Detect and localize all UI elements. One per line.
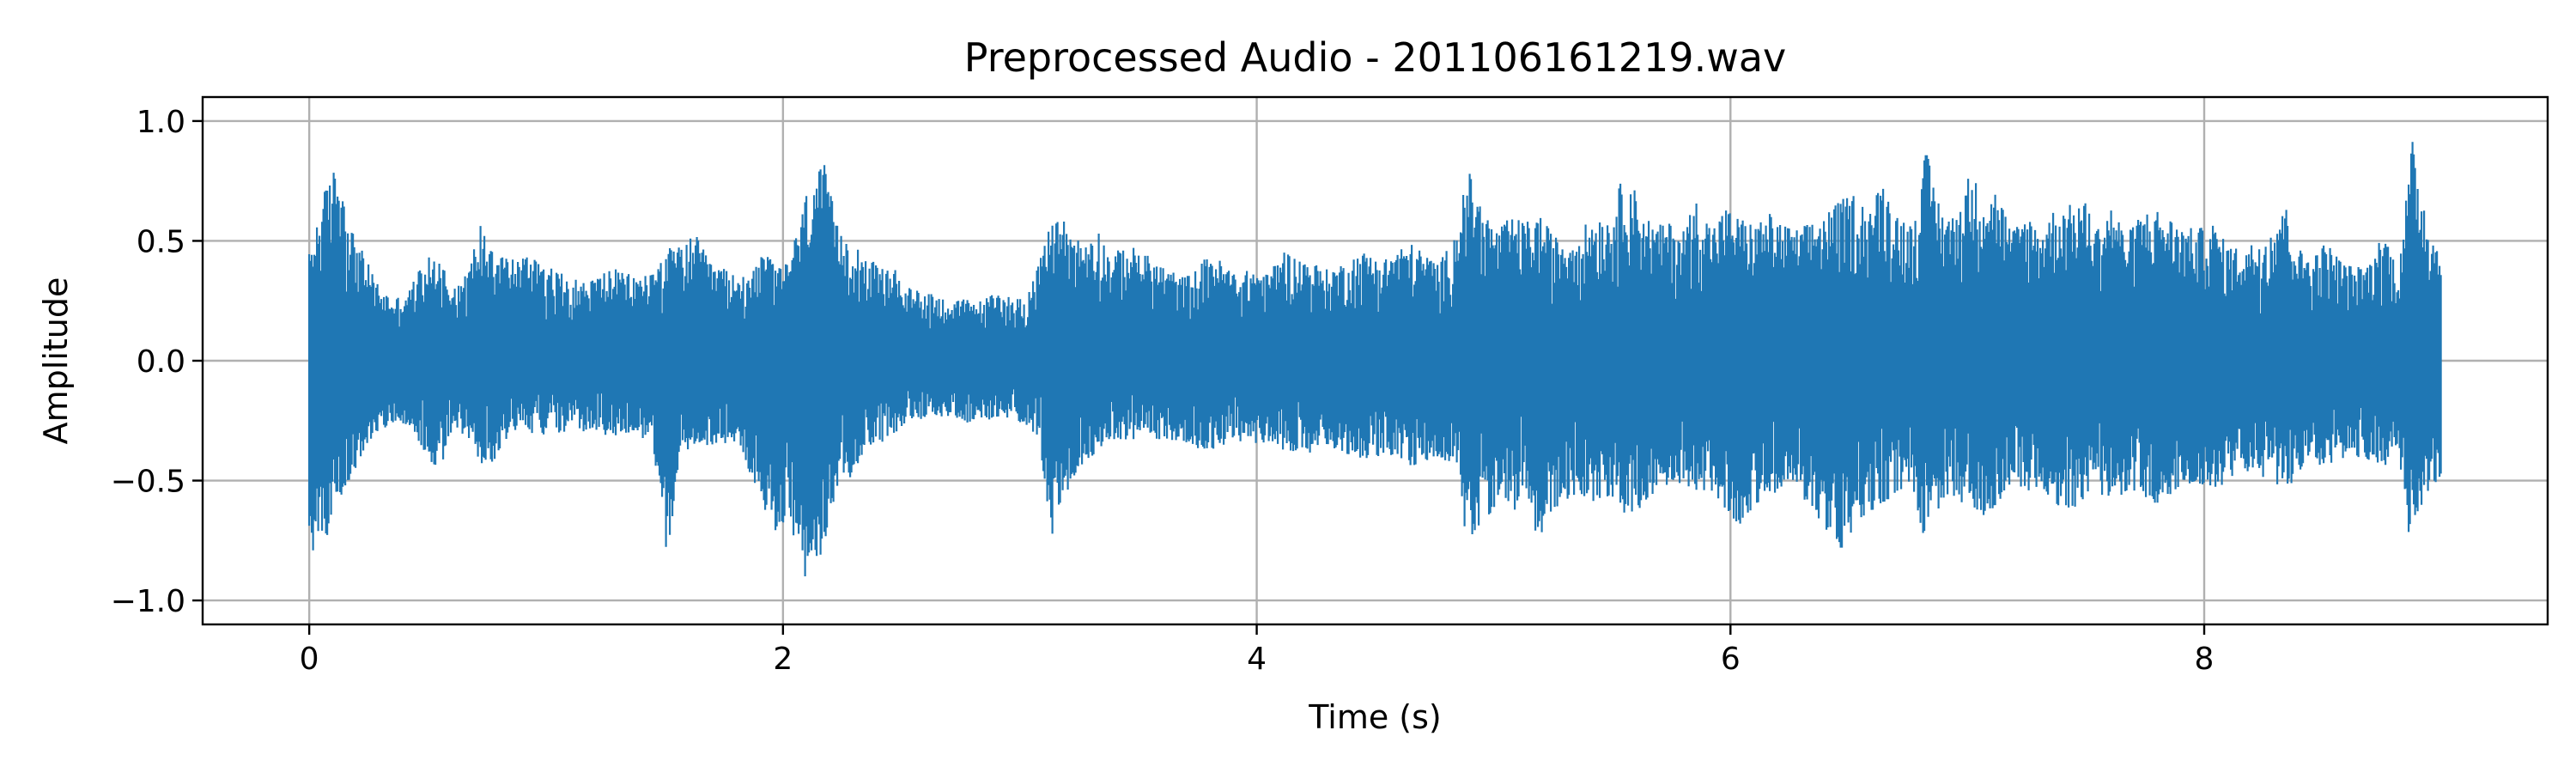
y-axis-label: Amplitude <box>37 277 75 445</box>
y-tick-label: 0.0 <box>137 344 185 380</box>
y-tick-label: −0.5 <box>111 465 185 500</box>
x-tick-label: 4 <box>1247 642 1267 677</box>
y-tick-label: 0.5 <box>137 224 185 259</box>
x-axis: 0 2 4 6 8 <box>300 624 2215 677</box>
y-axis: 1.0 0.5 0.0 −0.5 −1.0 <box>111 105 203 619</box>
chart-title: Preprocessed Audio - 201106161219.wav <box>964 34 1786 81</box>
x-tick-label: 6 <box>1721 642 1741 677</box>
x-tick-label: 2 <box>773 642 793 677</box>
waveform-line-0 <box>308 142 2442 576</box>
x-axis-label: Time (s) <box>1308 698 1442 736</box>
y-tick-label: 1.0 <box>137 105 185 140</box>
x-tick-label: 8 <box>2195 642 2215 677</box>
waveform-series <box>308 142 2442 576</box>
x-tick-label: 0 <box>300 642 319 677</box>
y-tick-label: −1.0 <box>111 584 185 619</box>
